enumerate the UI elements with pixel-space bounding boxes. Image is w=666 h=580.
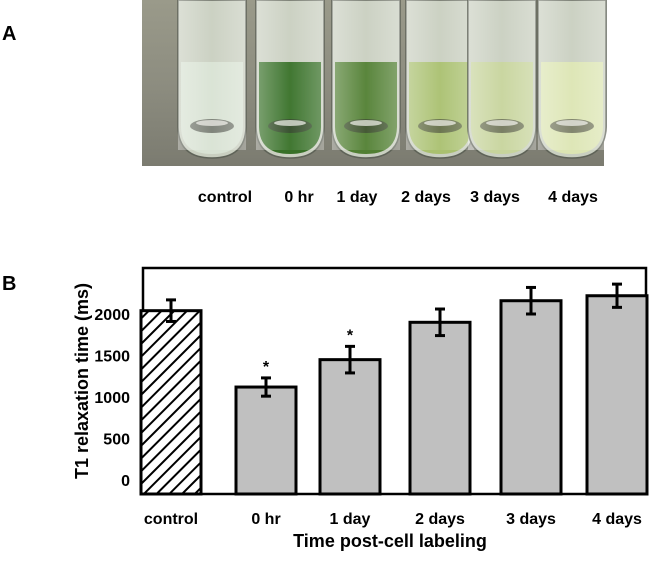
x-tick-label: 1 day xyxy=(330,511,371,528)
tube-sheen xyxy=(406,0,474,150)
tube-rack xyxy=(177,0,607,159)
tube-sheen xyxy=(538,0,606,150)
x-axis-title: Time post-cell labeling xyxy=(293,531,487,551)
y-tick-label: 2000 xyxy=(94,307,130,324)
tube-2 xyxy=(331,0,401,159)
tube-label: 0 hr xyxy=(284,189,313,206)
bar-4-days xyxy=(585,294,649,496)
x-tick-labels: control 0 hr 1 day 2 days 3 days 4 days xyxy=(144,511,642,528)
y-tick-label: 1000 xyxy=(94,390,130,407)
tube-label-row: control 0 hr 1 day 2 days 3 days 4 days xyxy=(198,189,598,206)
y-axis-title: T1 relaxation time (ms) xyxy=(72,283,92,479)
x-tick-label: 0 hr xyxy=(251,511,280,528)
y-tick-label: 500 xyxy=(103,432,130,449)
tube-5 xyxy=(537,0,607,159)
bar-1-day xyxy=(318,358,382,496)
x-tick-label: 2 days xyxy=(415,511,465,528)
x-tick-label: 3 days xyxy=(506,511,556,528)
significance-marker: * xyxy=(263,359,270,376)
bar-0-hr xyxy=(234,385,298,496)
bar-control xyxy=(139,309,203,496)
tube-sheen xyxy=(178,0,246,150)
tube-4 xyxy=(467,0,537,159)
bars: ** xyxy=(139,282,649,496)
tube-label: control xyxy=(198,189,252,206)
significance-marker: * xyxy=(347,327,354,344)
bar-3-days xyxy=(499,299,563,496)
panel-a-letter: A xyxy=(2,23,16,45)
tube-label: 2 days xyxy=(401,189,451,206)
tube-sheen xyxy=(332,0,400,150)
tube-label: 4 days xyxy=(548,189,598,206)
bar-2-days xyxy=(408,320,472,496)
tube-sheen xyxy=(256,0,324,150)
y-tick-label: 0 xyxy=(121,473,130,490)
tube-0 xyxy=(177,0,247,159)
tube-1 xyxy=(255,0,325,159)
tube-photo xyxy=(142,0,607,166)
panel-b-letter: B xyxy=(2,273,16,295)
tube-label: 3 days xyxy=(470,189,520,206)
x-tick-label: control xyxy=(144,511,198,528)
tube-3 xyxy=(405,0,475,159)
y-tick-label: 1500 xyxy=(94,349,130,366)
plot-frame xyxy=(141,266,648,496)
x-tick-label: 4 days xyxy=(592,511,642,528)
tube-label: 1 day xyxy=(337,189,378,206)
y-tick-labels: 0 500 1000 1500 2000 xyxy=(94,307,130,490)
tube-sheen xyxy=(468,0,536,150)
